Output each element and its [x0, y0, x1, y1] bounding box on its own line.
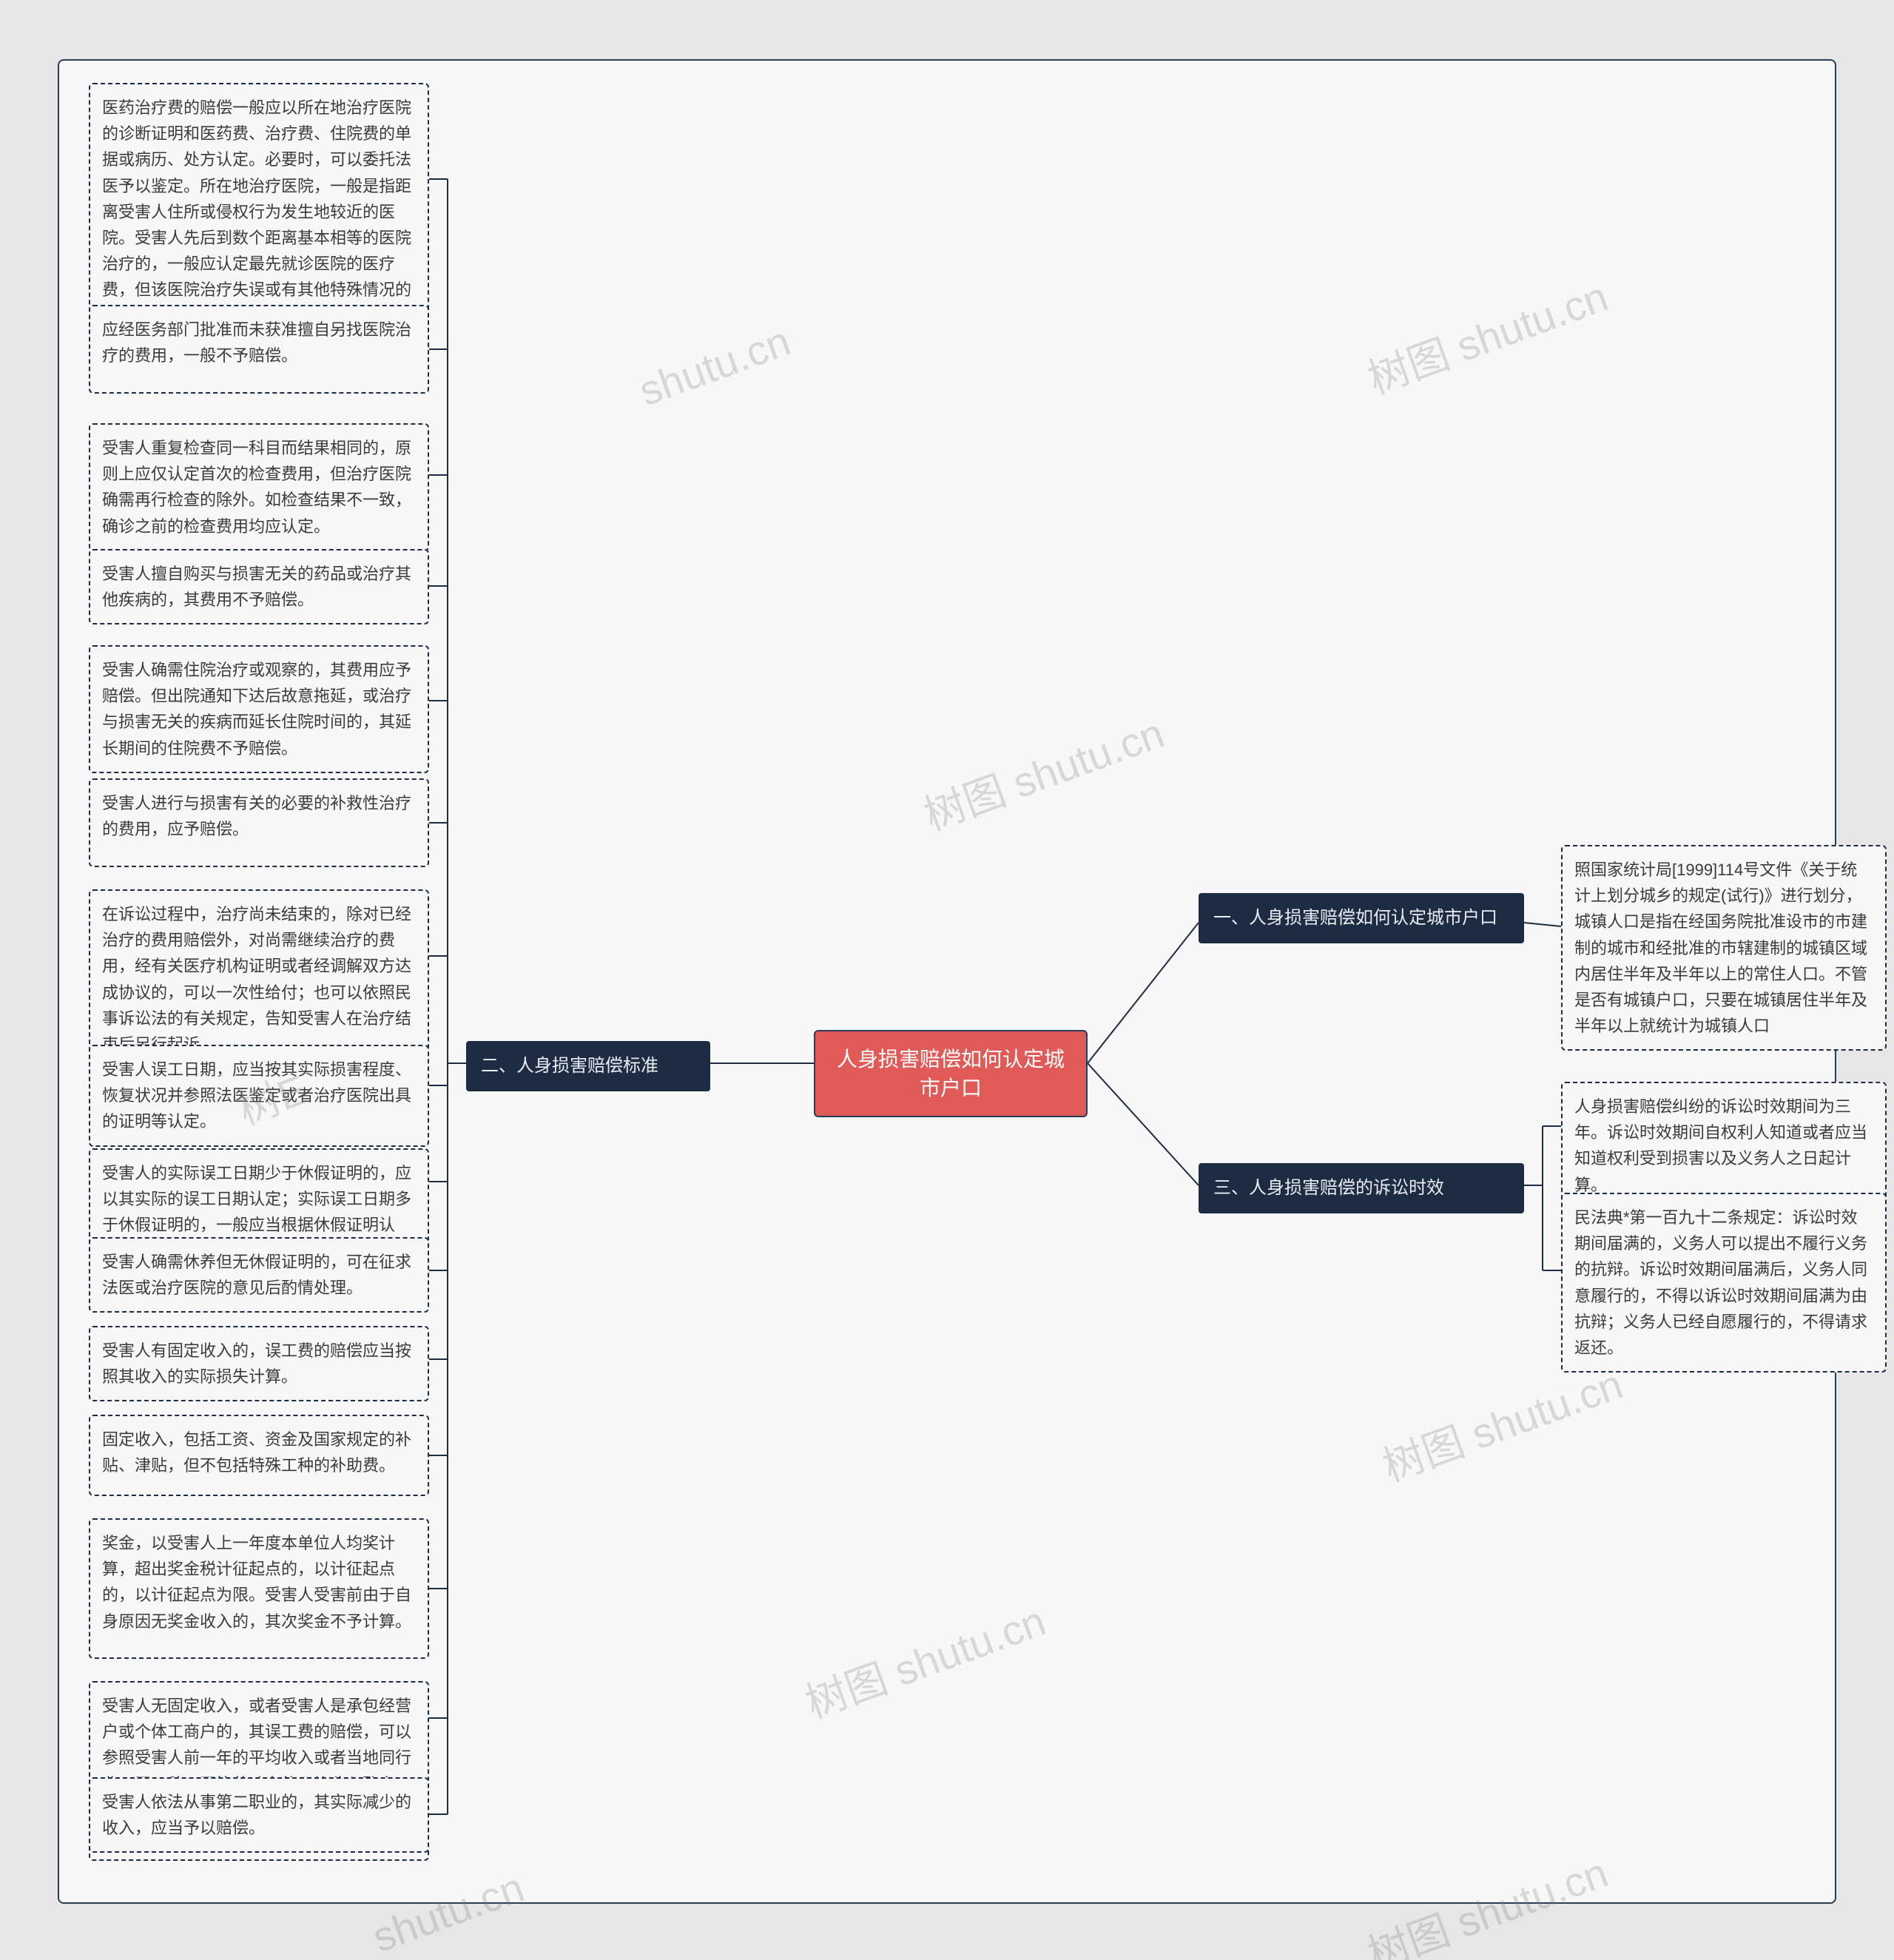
- leaf-right3-1: 民法典*第一百九十二条规定：诉讼时效期间届满的，义务人可以提出不履行义务的抗辩。…: [1561, 1193, 1887, 1373]
- leaf-right3-0: 人身损害赔偿纠纷的诉讼时效期间为三年。诉讼时效期间自权利人知道或者应当知道权利受…: [1561, 1082, 1887, 1210]
- leaf-left-7: 受害人误工日期，应当按其实际损害程度、恢复状况并参照法医鉴定或者治疗医院出具的证…: [89, 1045, 429, 1147]
- leaf-left-11: 固定收入，包括工资、资金及国家规定的补贴、津贴，但不包括特殊工种的补助费。: [89, 1415, 429, 1496]
- watermark-1: shutu.cn: [633, 317, 796, 415]
- leaf-right3-0-text: 人身损害赔偿纠纷的诉讼时效期间为三年。诉讼时效期间自权利人知道或者应当知道权利受…: [1574, 1097, 1867, 1194]
- leaf-left-2: 受害人重复检查同一科目而结果相同的，原则上应仅认定首次的检查费用，但治疗医院确需…: [89, 423, 429, 551]
- root-node: 人身损害赔偿如何认定城市户口: [814, 1030, 1088, 1117]
- leaf-left-text-11: 固定收入，包括工资、资金及国家规定的补贴、津贴，但不包括特殊工种的补助费。: [102, 1430, 411, 1475]
- branch-right-1: 一、人身损害赔偿如何认定城市户口: [1199, 893, 1524, 943]
- leaf-left-4: 受害人确需住院治疗或观察的，其费用应予赔偿。但出院通知下达后故意拖延，或治疗与损…: [89, 645, 429, 773]
- root-title: 人身损害赔偿如何认定城市户口: [837, 1048, 1065, 1099]
- branch-right-1-label: 一、人身损害赔偿如何认定城市户口: [1213, 908, 1497, 928]
- leaf-left-9: 受害人确需休养但无休假证明的，可在征求法医或治疗医院的意见后酌情处理。: [89, 1237, 429, 1313]
- leaf-right3-1-text: 民法典*第一百九十二条规定：诉讼时效期间届满的，义务人可以提出不履行义务的抗辩。…: [1574, 1208, 1867, 1357]
- leaf-left-text-14: 受害人依法从事第二职业的，其实际减少的收入，应当予以赔偿。: [102, 1793, 411, 1837]
- leaf-left-0: 医药治疗费的赔偿一般应以所在地治疗医院的诊断证明和医药费、治疗费、住院费的单据或…: [89, 83, 429, 341]
- branch-left: 二、人身损害赔偿标准: [466, 1041, 710, 1091]
- leaf-left-5: 受害人进行与损害有关的必要的补救性治疗的费用，应予赔偿。: [89, 778, 429, 867]
- watermark-3: 树图 shutu.cn: [914, 700, 1171, 842]
- leaf-left-text-10: 受害人有固定收入的，误工费的赔偿应当按照其收入的实际损失计算。: [102, 1341, 411, 1386]
- leaf-left-10: 受害人有固定收入的，误工费的赔偿应当按照其收入的实际损失计算。: [89, 1326, 429, 1401]
- leaf-left-1: 应经医务部门批准而未获准擅自另找医院治疗的费用，一般不予赔偿。: [89, 305, 429, 394]
- stage: 人身损害赔偿如何认定城市户口 二、人身损害赔偿标准 一、人身损害赔偿如何认定城市…: [0, 0, 1894, 1960]
- leaf-left-14: 受害人依法从事第二职业的，其实际减少的收入，应当予以赔偿。: [89, 1777, 429, 1853]
- diagram-inner: 人身损害赔偿如何认定城市户口 二、人身损害赔偿标准 一、人身损害赔偿如何认定城市…: [59, 61, 1835, 1902]
- branch-right-3-label: 三、人身损害赔偿的诉讼时效: [1213, 1178, 1444, 1198]
- leaf-left-text-9: 受害人确需休养但无休假证明的，可在征求法医或治疗医院的意见后酌情处理。: [102, 1253, 411, 1297]
- leaf-left-text-0: 医药治疗费的赔偿一般应以所在地治疗医院的诊断证明和医药费、治疗费、住院费的单据或…: [102, 98, 411, 326]
- leaf-left-text-3: 受害人擅自购买与损害无关的药品或治疗其他疾病的，其费用不予赔偿。: [102, 565, 411, 609]
- watermark-6: shutu.cn: [366, 1863, 530, 1960]
- leaf-left-12: 奖金，以受害人上一年度本单位人均奖计算，超出奖金税计征起点的，以计征起点的，以计…: [89, 1518, 429, 1659]
- card: 人身损害赔偿如何认定城市户口 二、人身损害赔偿标准 一、人身损害赔偿如何认定城市…: [58, 59, 1836, 1904]
- leaf-left-text-12: 奖金，以受害人上一年度本单位人均奖计算，超出奖金税计征起点的，以计征起点的，以计…: [102, 1534, 411, 1631]
- leaf-right1-0: 照国家统计局[1999]114号文件《关于统计上划分城乡的规定(试行)》进行划分…: [1561, 845, 1887, 1051]
- watermark-2: 树图 shutu.cn: [1358, 263, 1615, 405]
- leaf-left-3: 受害人擅自购买与损害无关的药品或治疗其他疾病的，其费用不予赔偿。: [89, 549, 429, 624]
- leaf-right1-0-text: 照国家统计局[1999]114号文件《关于统计上划分城乡的规定(试行)》进行划分…: [1574, 861, 1867, 1035]
- watermark-4: 树图 shutu.cn: [1373, 1351, 1630, 1493]
- leaf-left-text-4: 受害人确需住院治疗或观察的，其费用应予赔偿。但出院通知下达后故意拖延，或治疗与损…: [102, 661, 411, 758]
- leaf-left-text-5: 受害人进行与损害有关的必要的补救性治疗的费用，应予赔偿。: [102, 794, 411, 838]
- leaf-left-text-2: 受害人重复检查同一科目而结果相同的，原则上应仅认定首次的检查费用，但治疗医院确需…: [102, 439, 411, 536]
- watermark-7: 树图 shutu.cn: [1358, 1839, 1615, 1960]
- branch-right-3: 三、人身损害赔偿的诉讼时效: [1199, 1163, 1524, 1213]
- leaf-left-text-1: 应经医务部门批准而未获准擅自另找医院治疗的费用，一般不予赔偿。: [102, 320, 411, 365]
- branch-left-label: 二、人身损害赔偿标准: [481, 1056, 658, 1076]
- leaf-left-text-6: 在诉讼过程中，治疗尚未结束的，除对已经治疗的费用赔偿外，对尚需继续治疗的费用，经…: [102, 905, 411, 1054]
- watermark-5: 树图 shutu.cn: [796, 1588, 1053, 1730]
- leaf-left-6: 在诉讼过程中，治疗尚未结束的，除对已经治疗的费用赔偿外，对尚需继续治疗的费用，经…: [89, 889, 429, 1069]
- leaf-left-text-7: 受害人误工日期，应当按其实际损害程度、恢复状况并参照法医鉴定或者治疗医院出具的证…: [102, 1060, 411, 1131]
